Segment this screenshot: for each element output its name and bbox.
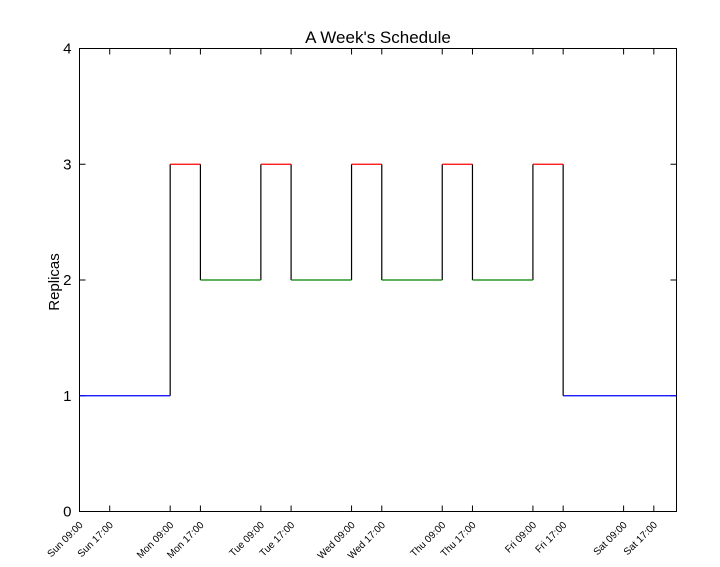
chart-title: A Week's Schedule — [305, 28, 451, 47]
plot-frame — [79, 48, 677, 512]
y-tick-label: 4 — [63, 41, 71, 58]
y-axis-label: Replicas — [46, 253, 63, 311]
y-tick-label: 0 — [63, 504, 71, 521]
y-tick-label: 2 — [63, 272, 71, 289]
y-tick-label: 3 — [63, 156, 71, 173]
y-axis-ticks: 0 1 2 3 4 — [63, 41, 677, 521]
y-tick-label: 1 — [63, 388, 71, 405]
replica-series — [79, 163, 677, 397]
x-tick-label: Fri 17:00 — [534, 520, 570, 556]
x-tick-label: Sat 17:00 — [622, 520, 660, 558]
x-tick-label: Fri 09:00 — [503, 520, 539, 556]
